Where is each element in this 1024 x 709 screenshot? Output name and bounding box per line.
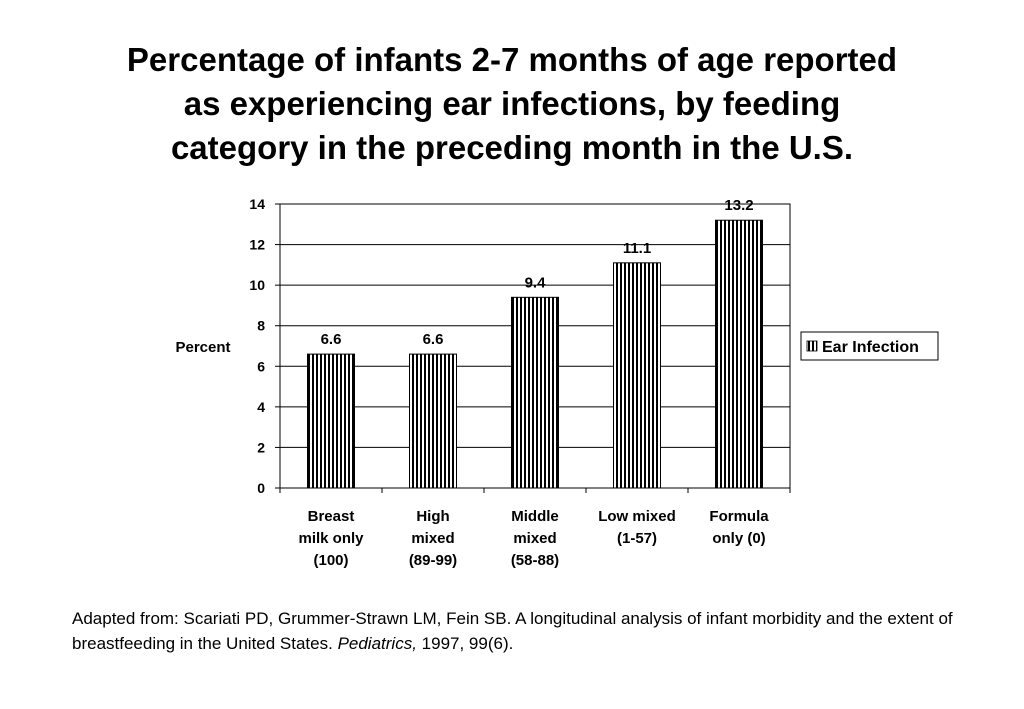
- bar: [613, 262, 661, 489]
- y-tick-label: 10: [249, 277, 265, 293]
- title-line: Percentage of infants 2-7 months of age …: [126, 41, 898, 78]
- x-category-label: Formula only (0): [709, 508, 769, 547]
- x-category-line: Formula: [709, 508, 769, 525]
- x-category-line: Middle: [511, 508, 559, 525]
- x-category-line: only (0): [712, 530, 765, 547]
- x-category-label: High mixed (89-99): [409, 508, 457, 569]
- citation: Adapted from: Scariati PD, Grummer-Straw…: [72, 606, 972, 656]
- x-category-line: mixed: [411, 530, 454, 547]
- x-category-label: Breast milk only (100): [298, 508, 364, 569]
- x-category-label: Low mixed (1-57): [598, 508, 676, 547]
- y-tick-label: 6: [257, 358, 265, 374]
- axes: [275, 203, 791, 493]
- legend-box: [800, 331, 939, 361]
- x-category-line: (100): [313, 552, 348, 569]
- data-label: 9.4: [525, 274, 547, 291]
- bar: [307, 353, 355, 489]
- x-category-line: High: [416, 508, 449, 525]
- x-category-line: milk only: [298, 530, 364, 547]
- y-tick-label: 4: [257, 399, 265, 415]
- bar-chart: 0 2 4 6 8 10 12 14 Percent 6.6 Breast milk only (100…: [175, 196, 939, 569]
- bars: [307, 219, 763, 489]
- x-category-line: Breast: [308, 508, 355, 525]
- legend: Ear Infection: [800, 331, 939, 361]
- title-line: category in the preceding month in the U…: [170, 129, 854, 166]
- x-category-line: (89-99): [409, 552, 457, 569]
- data-label: 6.6: [423, 331, 444, 348]
- data-label: 13.2: [724, 197, 753, 214]
- legend-swatch: [806, 340, 818, 352]
- data-label: 11.1: [623, 240, 651, 257]
- y-tick-label: 2: [257, 439, 265, 455]
- y-tick-label: 0: [257, 480, 265, 496]
- y-axis-label: Percent: [175, 339, 230, 356]
- x-category-line: Low mixed: [598, 508, 676, 525]
- bar: [409, 353, 457, 489]
- bar: [715, 219, 763, 489]
- x-category-line: (58-88): [511, 552, 559, 569]
- y-tick-label: 12: [249, 237, 265, 253]
- bar: [511, 296, 559, 489]
- chart-title: Percentage of infants 2-7 months of age …: [40, 38, 984, 170]
- legend-label: Ear Infection: [822, 339, 919, 356]
- x-category-label: Middle mixed (58-88): [511, 508, 559, 569]
- title-line: as experiencing ear infections, by feedi…: [183, 85, 841, 122]
- x-category-line: mixed: [513, 530, 556, 547]
- labels: 0 2 4 6 8 10 12 14 Percent 6.6 Breast milk only (100…: [175, 196, 769, 569]
- citation-text: Adapted from: Scariati PD, Grummer-Straw…: [72, 609, 953, 653]
- citation-journal: Pediatrics,: [337, 634, 417, 653]
- y-tick-label: 8: [257, 318, 265, 334]
- data-label: 6.6: [321, 331, 342, 348]
- citation-year: 1997, 99(6).: [416, 634, 514, 653]
- x-category-line: (1-57): [617, 530, 657, 547]
- y-tick-label: 14: [249, 196, 265, 212]
